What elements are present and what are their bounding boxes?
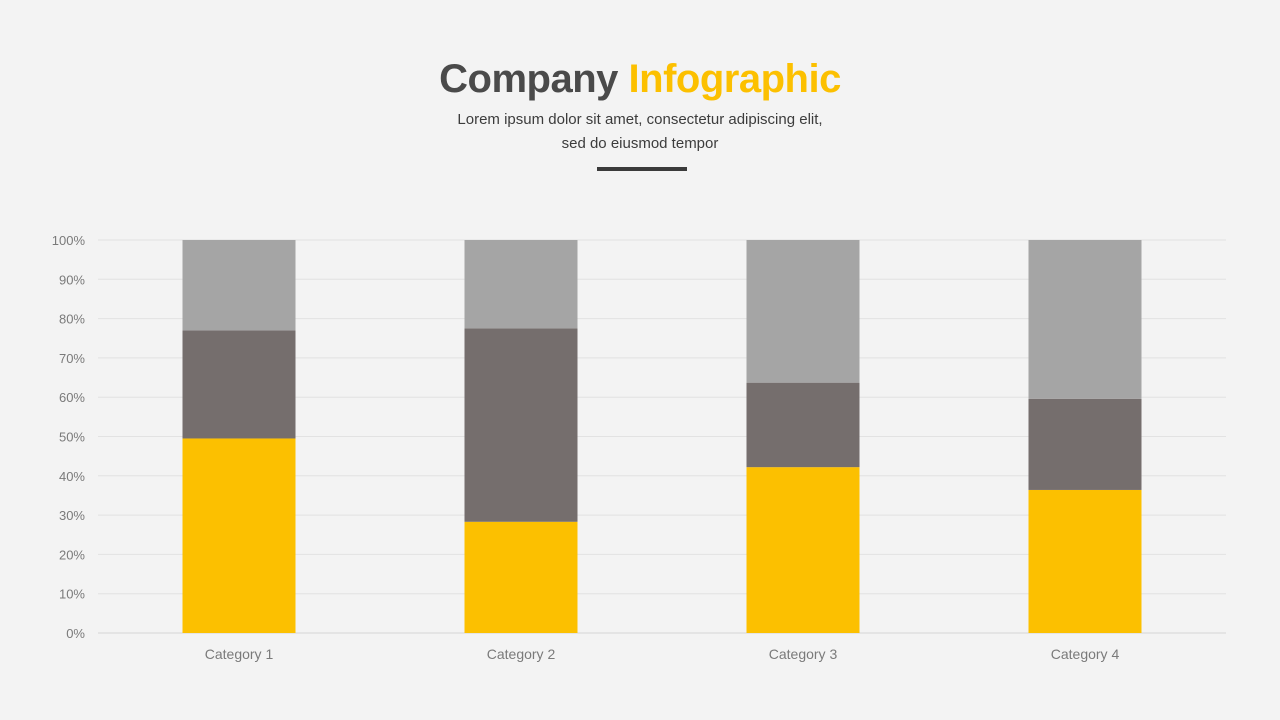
bar-segment bbox=[1028, 398, 1142, 490]
page-subtitle: Lorem ipsum dolor sit amet, consectetur … bbox=[0, 108, 1280, 156]
x-category-label: Category 4 bbox=[1051, 646, 1120, 662]
title-accent: Infographic bbox=[628, 57, 842, 101]
subtitle-line-1: Lorem ipsum dolor sit amet, consectetur … bbox=[457, 111, 823, 128]
title-main: Company bbox=[439, 57, 618, 101]
bar-segment bbox=[464, 521, 578, 633]
y-tick-label: 60% bbox=[59, 390, 85, 405]
y-axis: 0% 10% 20% 30% 40% 50% 60% 70% 80% 90% 100% bbox=[52, 233, 86, 641]
x-axis: Category 1 Category 2 Category 3 Category 4 bbox=[205, 646, 1120, 662]
bar-segment bbox=[464, 240, 578, 329]
y-tick-label: 30% bbox=[59, 508, 85, 523]
bar-segment bbox=[1028, 240, 1142, 399]
y-tick-label: 20% bbox=[59, 547, 85, 562]
x-category-label: Category 3 bbox=[769, 646, 838, 662]
bar-segment bbox=[464, 328, 578, 522]
bar-segment bbox=[746, 240, 860, 383]
y-tick-label: 10% bbox=[59, 587, 85, 602]
bar-segment bbox=[182, 330, 296, 439]
x-category-label: Category 2 bbox=[487, 646, 556, 662]
y-tick-label: 90% bbox=[59, 272, 85, 287]
bar-segment bbox=[746, 467, 860, 633]
y-tick-label: 0% bbox=[66, 626, 85, 641]
y-tick-label: 100% bbox=[52, 233, 86, 248]
y-tick-label: 70% bbox=[59, 351, 85, 366]
page-title: Company Infographic bbox=[0, 52, 1280, 106]
title-divider bbox=[597, 167, 687, 171]
chart-bars bbox=[182, 240, 1142, 633]
y-tick-label: 40% bbox=[59, 469, 85, 484]
bar-segment bbox=[182, 438, 296, 633]
bar-segment bbox=[182, 240, 296, 331]
subtitle-line-2: sed do eiusmod tempor bbox=[561, 135, 719, 152]
x-category-label: Category 1 bbox=[205, 646, 274, 662]
y-tick-label: 80% bbox=[59, 312, 85, 327]
bar-segment bbox=[1028, 489, 1142, 633]
bar-segment bbox=[746, 382, 860, 468]
y-tick-label: 50% bbox=[59, 430, 85, 445]
